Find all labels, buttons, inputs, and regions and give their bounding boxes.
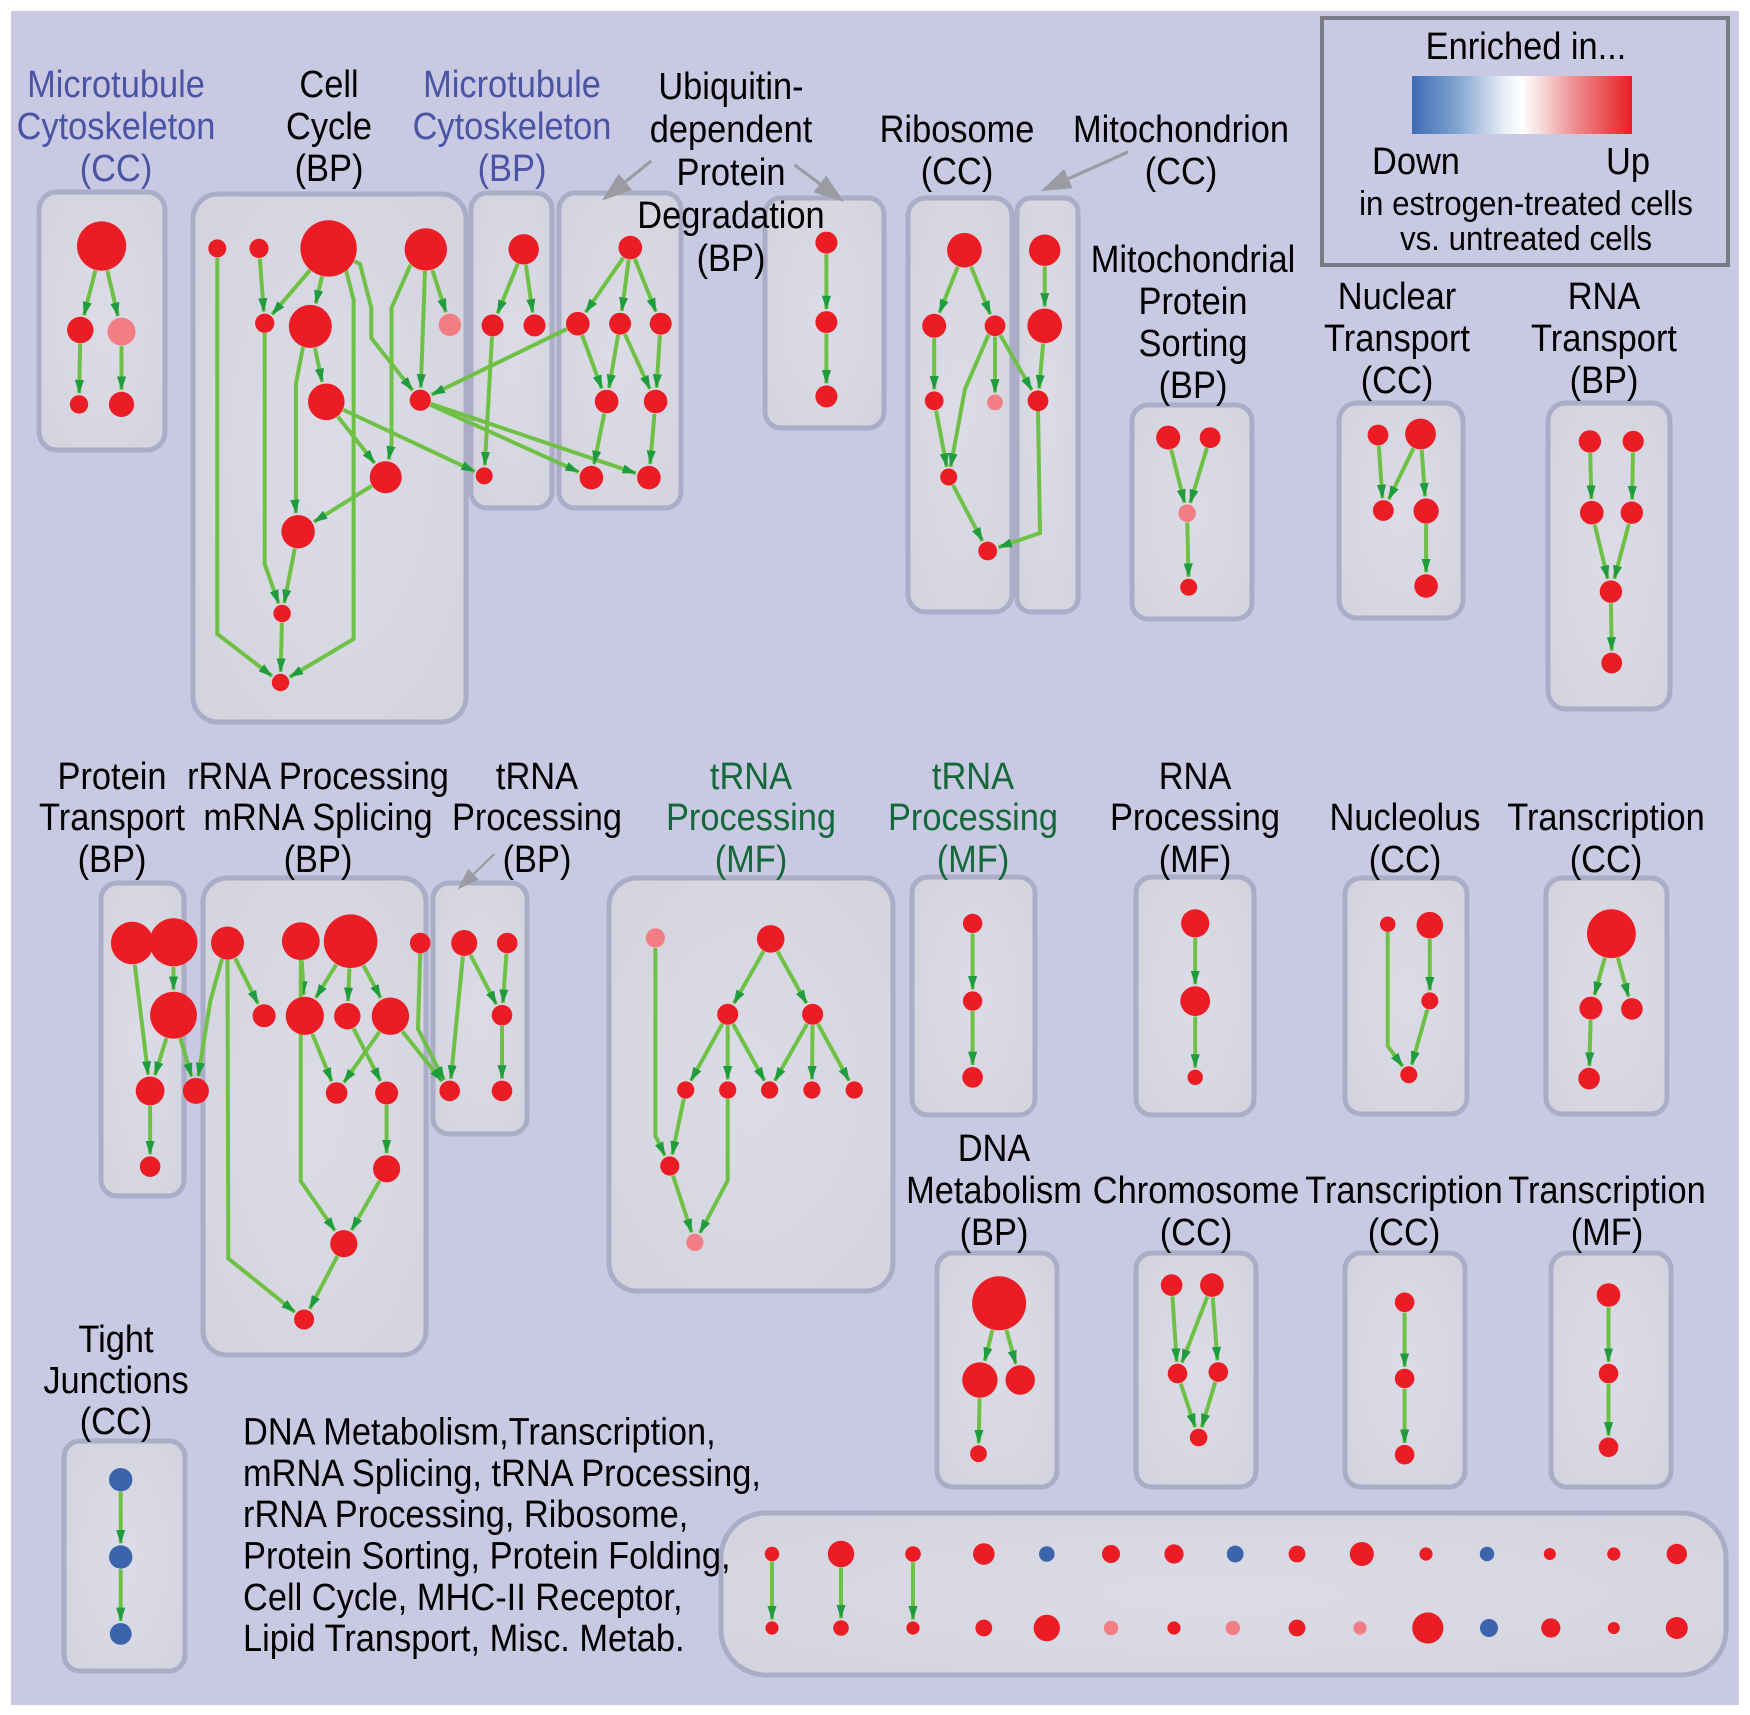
- svg-text:(BP): (BP): [1570, 360, 1639, 402]
- svg-text:Processing: Processing: [452, 797, 622, 839]
- svg-text:(MF): (MF): [1159, 839, 1232, 881]
- svg-text:Processing: Processing: [888, 797, 1058, 839]
- svg-text:vs. untreated cells: vs. untreated cells: [1400, 220, 1652, 258]
- svg-text:Ribosome: Ribosome: [880, 109, 1035, 151]
- svg-text:Protein: Protein: [1139, 281, 1248, 323]
- svg-text:(BP): (BP): [503, 839, 572, 881]
- svg-text:Junctions: Junctions: [43, 1360, 188, 1402]
- svg-text:rRNA Processing: rRNA Processing: [187, 756, 449, 798]
- svg-text:(CC): (CC): [1369, 839, 1442, 881]
- svg-text:Protein: Protein: [677, 152, 786, 194]
- svg-text:Mitochondrial: Mitochondrial: [1091, 239, 1296, 281]
- svg-text:Sorting: Sorting: [1139, 323, 1248, 365]
- svg-text:DNA Metabolism,Transcription,: DNA Metabolism,Transcription,: [243, 1412, 716, 1454]
- svg-text:in estrogen-treated cells: in estrogen-treated cells: [1359, 185, 1693, 223]
- svg-text:Chromosome: Chromosome: [1093, 1170, 1299, 1212]
- svg-text:Lipid Transport, Misc. Metab.: Lipid Transport, Misc. Metab.: [243, 1618, 685, 1660]
- svg-text:tRNA: tRNA: [710, 756, 793, 798]
- svg-text:(CC): (CC): [80, 1401, 153, 1443]
- svg-text:Transport: Transport: [1531, 318, 1677, 360]
- svg-text:Cell: Cell: [299, 64, 358, 106]
- svg-text:Enriched in...: Enriched in...: [1426, 26, 1627, 68]
- svg-text:(CC): (CC): [1145, 151, 1218, 193]
- svg-text:(BP): (BP): [78, 839, 147, 881]
- svg-text:Transcription: Transcription: [1507, 797, 1705, 839]
- svg-text:Processing: Processing: [1110, 797, 1280, 839]
- svg-text:Microtubule: Microtubule: [423, 64, 601, 106]
- svg-text:Degradation: Degradation: [637, 195, 824, 237]
- svg-text:(CC): (CC): [1361, 360, 1434, 402]
- svg-text:Protein Sorting, Protein Foldi: Protein Sorting, Protein Folding,: [243, 1536, 731, 1578]
- svg-text:(BP): (BP): [284, 839, 353, 881]
- svg-text:(MF): (MF): [937, 839, 1010, 881]
- svg-text:Mitochondrion: Mitochondrion: [1073, 109, 1289, 151]
- svg-text:(BP): (BP): [295, 148, 364, 190]
- svg-text:Tight: Tight: [78, 1319, 154, 1361]
- svg-text:Transport: Transport: [39, 797, 185, 839]
- svg-text:(CC): (CC): [921, 151, 994, 193]
- svg-text:(CC): (CC): [1368, 1212, 1441, 1254]
- svg-text:tRNA: tRNA: [932, 756, 1015, 798]
- svg-text:Nuclear: Nuclear: [1338, 276, 1457, 318]
- svg-text:mRNA Splicing, tRNA Processing: mRNA Splicing, tRNA Processing,: [243, 1453, 761, 1495]
- svg-text:(MF): (MF): [715, 839, 788, 881]
- svg-text:DNA: DNA: [958, 1128, 1031, 1170]
- svg-text:Cytoskeleton: Cytoskeleton: [413, 106, 612, 148]
- svg-text:tRNA: tRNA: [496, 756, 579, 798]
- svg-text:(CC): (CC): [1570, 839, 1643, 881]
- svg-text:dependent: dependent: [650, 109, 813, 151]
- svg-text:(BP): (BP): [478, 148, 547, 190]
- svg-text:Ubiquitin-: Ubiquitin-: [658, 66, 803, 108]
- svg-text:Processing: Processing: [666, 797, 836, 839]
- svg-text:Metabolism: Metabolism: [906, 1170, 1082, 1212]
- svg-text:RNA: RNA: [1568, 276, 1641, 318]
- svg-text:Cytoskeleton: Cytoskeleton: [17, 106, 216, 148]
- svg-text:Up: Up: [1606, 141, 1650, 183]
- svg-text:Transcription: Transcription: [1508, 1170, 1706, 1212]
- svg-text:(BP): (BP): [1159, 365, 1228, 407]
- svg-text:Protein: Protein: [58, 756, 167, 798]
- svg-text:Transcription: Transcription: [1305, 1170, 1503, 1212]
- svg-text:Transport: Transport: [1324, 318, 1470, 360]
- svg-text:Nucleolus: Nucleolus: [1330, 797, 1481, 839]
- svg-text:Microtubule: Microtubule: [27, 64, 205, 106]
- svg-text:Cell Cycle, MHC-II Receptor,: Cell Cycle, MHC-II Receptor,: [243, 1577, 683, 1619]
- svg-text:(CC): (CC): [80, 148, 153, 190]
- svg-text:mRNA Splicing: mRNA Splicing: [203, 797, 432, 839]
- svg-text:rRNA Processing, Ribosome,: rRNA Processing, Ribosome,: [243, 1494, 688, 1536]
- svg-text:(BP): (BP): [960, 1212, 1029, 1254]
- svg-text:RNA: RNA: [1159, 756, 1232, 798]
- svg-text:(BP): (BP): [697, 238, 766, 280]
- svg-text:(CC): (CC): [1160, 1212, 1233, 1254]
- svg-text:Down: Down: [1372, 141, 1460, 183]
- svg-text:(MF): (MF): [1571, 1212, 1644, 1254]
- svg-text:Cycle: Cycle: [286, 106, 372, 148]
